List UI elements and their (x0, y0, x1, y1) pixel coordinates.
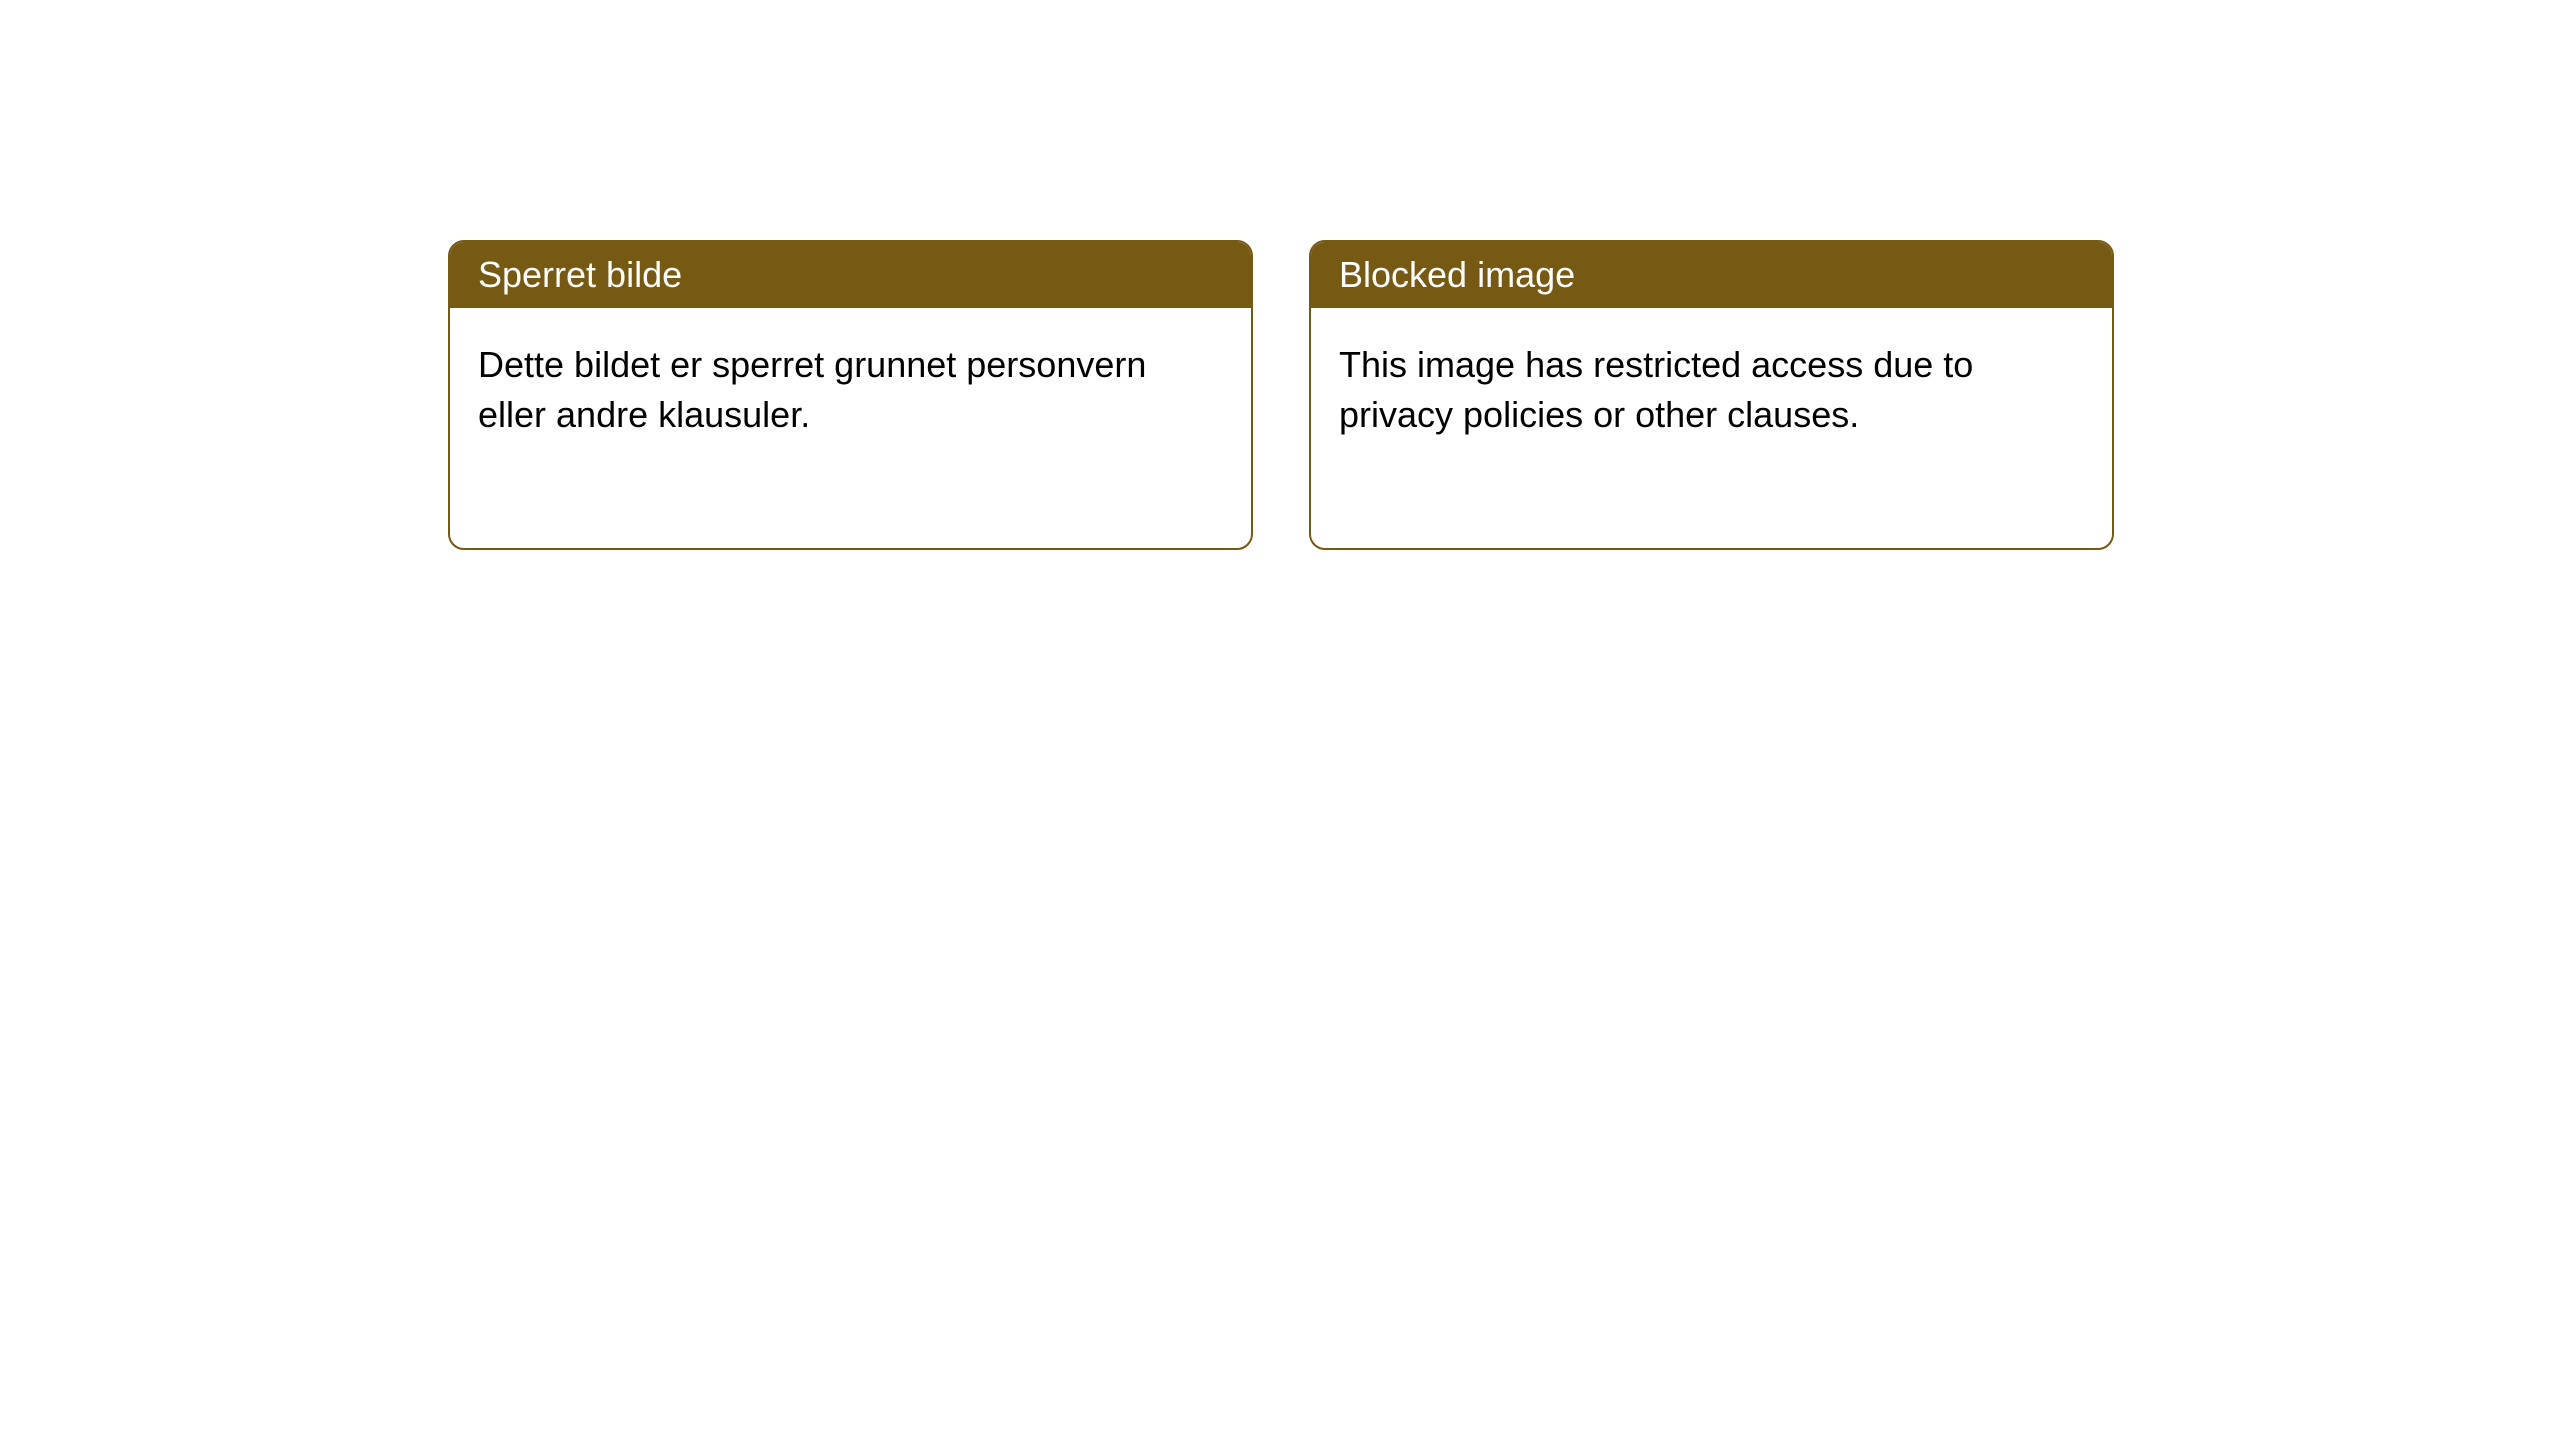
notice-header: Sperret bilde (450, 242, 1251, 308)
notice-body: This image has restricted access due to … (1311, 308, 2112, 548)
notice-card-english: Blocked image This image has restricted … (1309, 240, 2114, 550)
notice-card-norwegian: Sperret bilde Dette bildet er sperret gr… (448, 240, 1253, 550)
notice-body-text: Dette bildet er sperret grunnet personve… (478, 344, 1146, 435)
notice-container: Sperret bilde Dette bildet er sperret gr… (448, 240, 2114, 550)
notice-title: Blocked image (1339, 254, 1575, 295)
notice-title: Sperret bilde (478, 254, 682, 295)
notice-header: Blocked image (1311, 242, 2112, 308)
notice-body-text: This image has restricted access due to … (1339, 344, 1973, 435)
notice-body: Dette bildet er sperret grunnet personve… (450, 308, 1251, 548)
